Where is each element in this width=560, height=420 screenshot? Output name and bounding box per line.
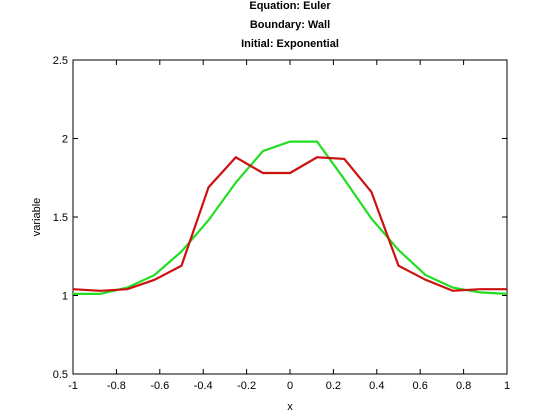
- x-tick-label: 0: [287, 380, 293, 392]
- x-tick-label: -0.2: [237, 380, 256, 392]
- x-tick-label: 0.2: [326, 380, 341, 392]
- plot-area: [72, 59, 508, 375]
- series-line-green: [73, 140, 508, 295]
- x-tick-label: -0.4: [194, 380, 213, 392]
- y-tick-label: 1: [62, 291, 68, 303]
- y-tick-label: 1.5: [53, 212, 68, 224]
- x-tick-label: 0.4: [369, 380, 384, 392]
- series-line-red: [72, 155, 507, 292]
- data-series: [72, 140, 508, 295]
- x-axis-label: x: [287, 401, 293, 413]
- title-line-3: Initial: Exponential: [241, 38, 339, 50]
- y-tick-label: 2.5: [53, 55, 68, 67]
- x-tick-label: 0.6: [413, 380, 428, 392]
- x-tick-label: 1: [504, 380, 510, 392]
- x-tick-label: 0.8: [456, 380, 471, 392]
- y-tick-label: 2: [62, 134, 68, 146]
- x-tick-label: -0.8: [107, 380, 126, 392]
- chart-title: Equation: Euler Boundary: Wall Initial: Ex…: [241, 0, 339, 50]
- x-tick-label: -1: [68, 380, 78, 392]
- axis-ticks: -1 -0.8 -0.6 -0.4 -0.2 0 0.2 0.4 0.6 0.8 1 0.5 1 1.5 2…: [53, 55, 510, 392]
- y-tick-label: 0.5: [53, 369, 68, 381]
- x-tick-label: -0.6: [150, 380, 169, 392]
- y-axis-label: variable: [31, 198, 43, 237]
- title-line-2: Boundary: Wall: [250, 19, 330, 31]
- title-line-1: Equation: Euler: [249, 0, 331, 12]
